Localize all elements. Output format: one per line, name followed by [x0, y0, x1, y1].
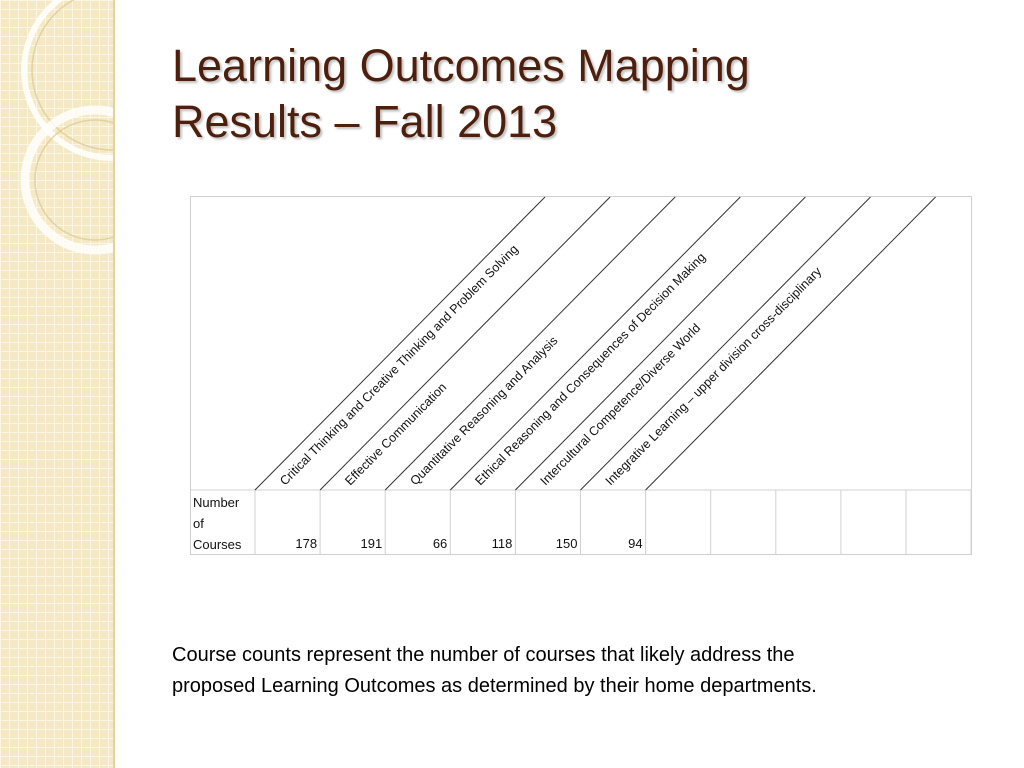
- title-line-1: Learning Outcomes Mapping: [172, 40, 750, 91]
- header-diagonal: [580, 196, 871, 491]
- page-title: Learning Outcomes Mapping Results – Fall…: [172, 38, 972, 150]
- header-diagonal: [384, 196, 676, 491]
- caption-line-2: proposed Learning Outcomes as determined…: [172, 675, 817, 697]
- header-diagonal: [449, 196, 741, 491]
- course-count: 118: [492, 536, 513, 551]
- table-border: [190, 196, 972, 555]
- outcomes-table: Critical Thinking and Creative Thinking …: [190, 196, 972, 563]
- column-header: Ethical Reasoning and Consequences of De…: [472, 250, 708, 488]
- row-label: of: [193, 516, 204, 531]
- row-label: Number: [193, 495, 240, 510]
- course-count: 66: [433, 536, 447, 551]
- course-count: 191: [360, 536, 382, 551]
- decorative-sidebar: [0, 0, 115, 768]
- course-count: 150: [556, 536, 578, 551]
- row-label: Courses: [193, 537, 242, 552]
- title-line-2: Results – Fall 2013: [172, 96, 558, 147]
- decorative-rings: [20, 0, 113, 255]
- column-header: Integrative Learning – upper division cr…: [603, 264, 825, 488]
- header-diagonal: [645, 196, 936, 491]
- course-count: 94: [628, 536, 642, 551]
- column-header: Quantitative Reasoning and Analysis: [407, 334, 560, 489]
- header-diagonal: [319, 196, 611, 491]
- header-diagonal: [254, 196, 546, 491]
- header-diagonal: [515, 196, 806, 491]
- caption-line-1: Course counts represent the number of co…: [172, 644, 795, 666]
- column-header: Critical Thinking and Creative Thinking …: [277, 242, 521, 488]
- course-count: 178: [295, 536, 317, 551]
- caption: Course counts represent the number of co…: [172, 640, 972, 702]
- outcomes-table-svg: Critical Thinking and Creative Thinking …: [190, 196, 972, 555]
